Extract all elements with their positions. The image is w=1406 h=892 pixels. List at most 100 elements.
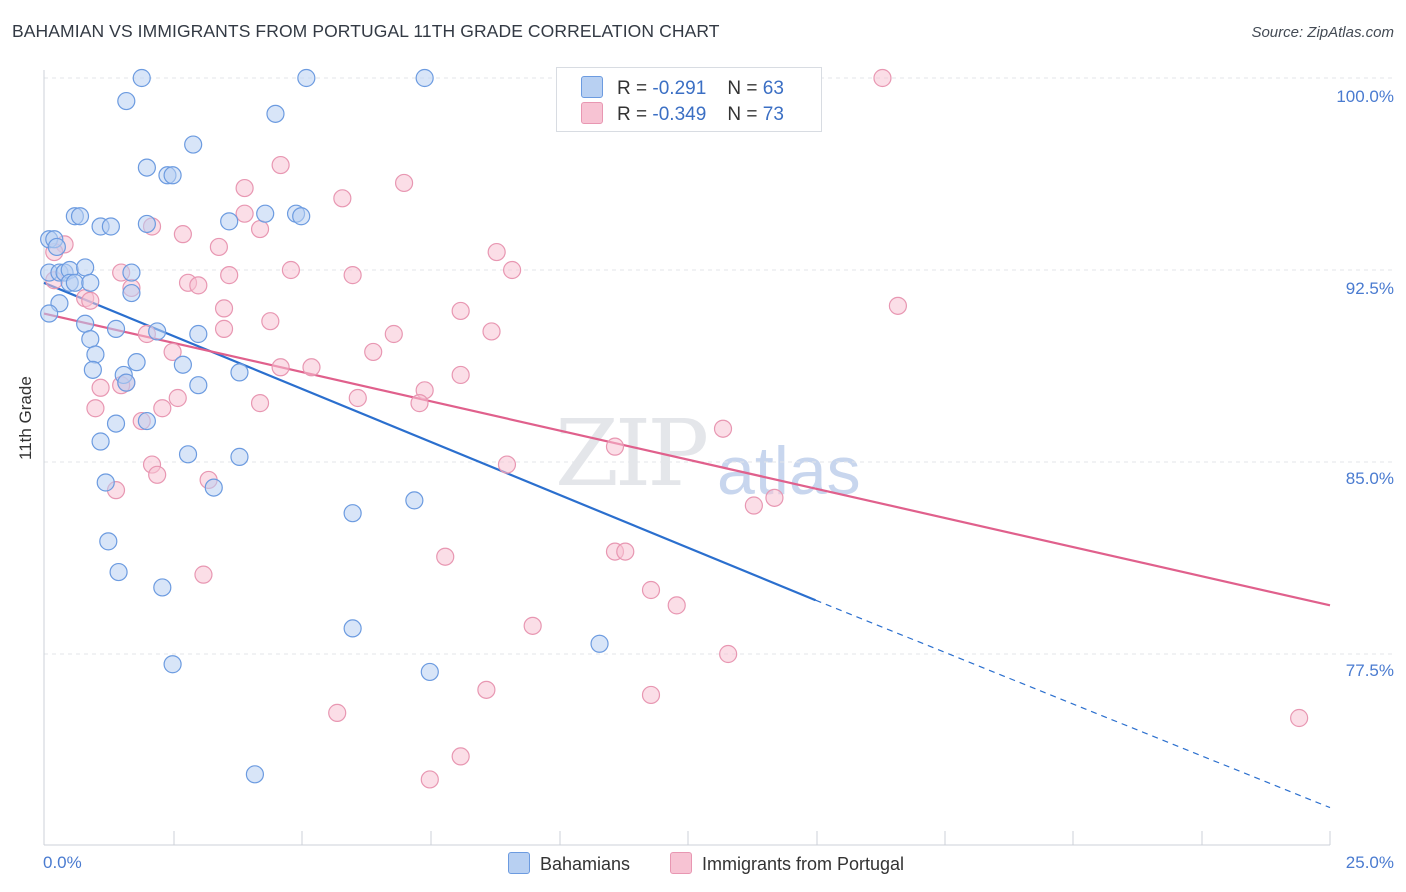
point-portugal <box>271 155 290 175</box>
trend-lines <box>43 281 1331 809</box>
point-portugal <box>641 685 661 705</box>
point-portugal <box>250 394 270 413</box>
point-portugal <box>873 68 892 88</box>
point-bahamians <box>266 104 285 123</box>
legend-label-portugal: Immigrants from Portugal <box>702 854 905 874</box>
point-bahamians <box>132 68 151 88</box>
point-portugal <box>81 291 100 310</box>
point-bahamians <box>109 562 128 582</box>
point-bahamians <box>189 376 208 395</box>
point-bahamians <box>184 135 203 154</box>
r-value-portugal: -0.349 <box>652 104 707 125</box>
point-portugal <box>477 680 496 699</box>
r-value-bahamians: -0.291 <box>652 78 707 99</box>
point-bahamians <box>40 304 59 323</box>
point-portugal <box>214 299 234 318</box>
point-bahamians <box>137 158 156 177</box>
point-bahamians <box>230 447 249 466</box>
point-portugal <box>163 342 182 362</box>
point-portugal <box>605 437 625 456</box>
point-bahamians <box>101 217 120 236</box>
y-tick-85: 85.0% <box>1345 469 1394 488</box>
point-portugal <box>333 189 352 208</box>
source-label: Source: ZipAtlas.com <box>1251 24 1394 41</box>
point-portugal <box>451 365 470 385</box>
point-portugal <box>616 542 635 561</box>
point-bahamians <box>86 345 105 364</box>
point-portugal <box>451 301 470 321</box>
point-portugal <box>482 322 501 341</box>
point-portugal <box>410 394 429 413</box>
point-bahamians <box>415 68 434 88</box>
point-portugal <box>765 488 784 507</box>
point-bahamians <box>47 237 66 257</box>
point-portugal <box>153 399 172 418</box>
point-portugal <box>888 296 908 315</box>
point-portugal <box>189 276 208 295</box>
point-portugal <box>641 580 661 600</box>
point-bahamians <box>292 207 311 226</box>
point-bahamians <box>117 373 136 392</box>
point-bahamians <box>83 360 102 379</box>
correlation-legend: R = -0.291 N = 63 R = -0.349 N = 73 <box>556 67 822 132</box>
pink-swatch <box>670 852 692 874</box>
point-portugal <box>168 388 187 408</box>
point-bahamians <box>76 314 95 333</box>
point-portugal <box>194 565 213 584</box>
point-portugal <box>343 266 362 285</box>
point-bahamians <box>65 273 84 292</box>
axes <box>43 70 1331 846</box>
point-bahamians <box>204 478 223 497</box>
point-portugal <box>281 260 301 280</box>
point-bahamians <box>148 322 167 341</box>
point-bahamians <box>122 283 141 303</box>
point-portugal <box>719 644 738 664</box>
point-bahamians <box>127 353 146 372</box>
point-bahamians <box>91 432 110 451</box>
y-tick-100: 100.0% <box>1336 87 1394 106</box>
point-portugal <box>420 770 439 789</box>
r-label: R = <box>617 104 648 125</box>
point-bahamians <box>220 212 239 231</box>
trend-line-bahamians <box>43 281 817 602</box>
y-tick-92-5: 92.5% <box>1345 279 1394 298</box>
point-bahamians <box>189 324 208 344</box>
point-portugal <box>220 266 239 285</box>
point-bahamians <box>70 207 90 226</box>
point-portugal <box>261 312 280 331</box>
point-portugal <box>394 173 414 193</box>
point-portugal <box>91 378 110 397</box>
point-portugal <box>348 388 367 408</box>
chart-title: BAHAMIAN VS IMMIGRANTS FROM PORTUGAL 11T… <box>12 21 720 41</box>
point-portugal <box>250 219 270 239</box>
point-bahamians <box>106 319 126 338</box>
point-portugal <box>1290 708 1309 728</box>
point-bahamians <box>178 445 198 464</box>
point-portugal <box>487 242 506 262</box>
point-bahamians <box>256 204 275 223</box>
point-portugal <box>302 358 321 377</box>
point-portugal <box>214 319 234 338</box>
point-bahamians <box>163 166 182 185</box>
point-portugal <box>148 465 167 484</box>
point-portugal <box>436 547 455 566</box>
n-value-portugal: 73 <box>762 104 784 125</box>
legend-label-bahamians: Bahamians <box>540 854 631 874</box>
point-bahamians <box>137 411 156 431</box>
point-portugal <box>328 703 347 722</box>
point-bahamians <box>245 765 265 784</box>
point-bahamians <box>81 330 100 349</box>
point-portugal <box>209 237 228 257</box>
y-tick-77-5: 77.5% <box>1345 661 1394 680</box>
point-bahamians <box>420 662 439 682</box>
point-portugal <box>451 747 470 766</box>
legend-row-bahamians: R = -0.291 N = 63 <box>581 76 784 102</box>
point-bahamians <box>106 414 126 433</box>
r-label: R = <box>617 78 648 99</box>
point-bahamians <box>343 504 362 523</box>
point-bahamians <box>137 214 156 234</box>
blue-swatch <box>581 76 603 98</box>
point-bahamians <box>99 532 118 551</box>
point-portugal <box>497 455 517 474</box>
